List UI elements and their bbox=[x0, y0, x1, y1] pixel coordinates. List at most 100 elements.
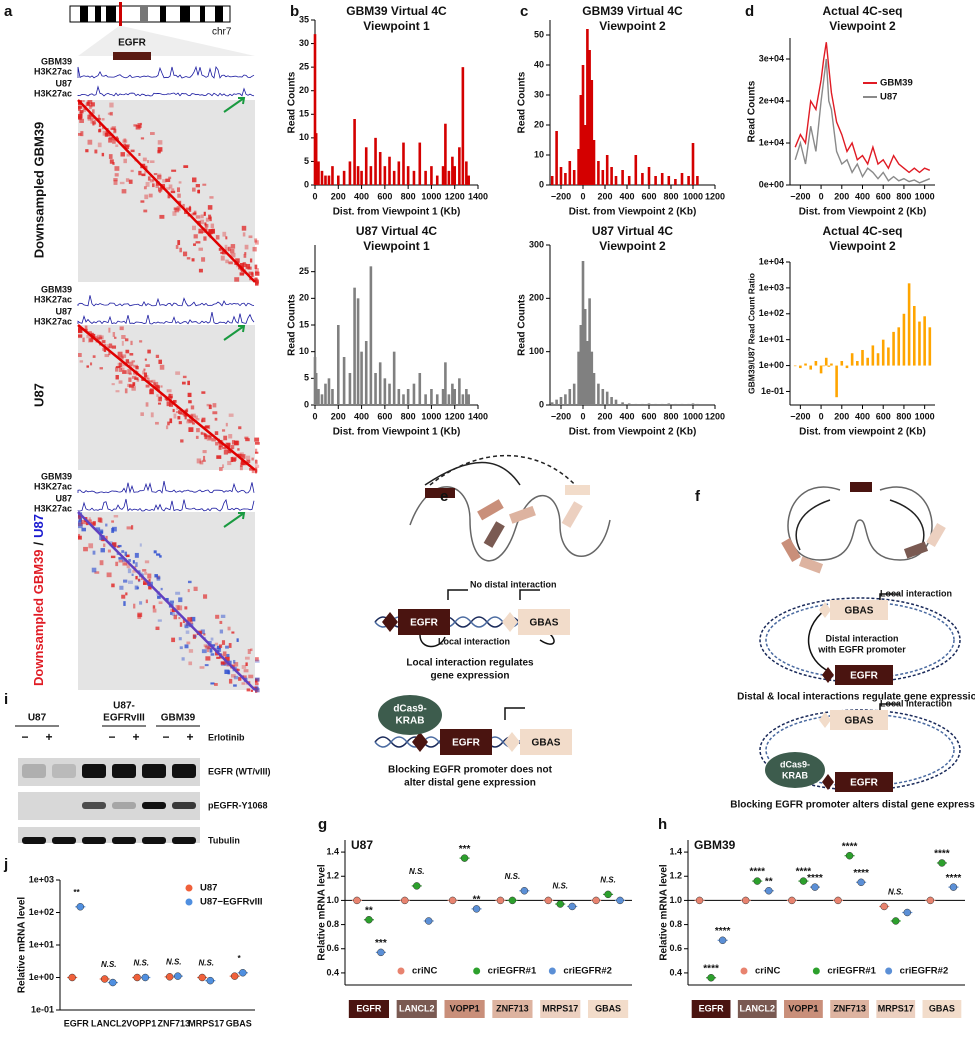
heatmap-pixel bbox=[145, 181, 150, 187]
heatmap-pixel bbox=[94, 119, 97, 125]
y-axis-label: Read Counts bbox=[747, 80, 758, 142]
bar bbox=[342, 170, 346, 185]
heatmap-pixel bbox=[218, 445, 222, 450]
heatmap-pixel bbox=[120, 152, 125, 157]
heatmap-pixel bbox=[201, 649, 207, 654]
bar bbox=[923, 316, 926, 366]
heatmap-pixel bbox=[192, 634, 196, 639]
bar bbox=[568, 161, 572, 185]
heatmap-pixel bbox=[198, 268, 203, 273]
heatmap-pixel bbox=[169, 418, 173, 424]
heatmap-pixel bbox=[108, 136, 114, 140]
heatmap-pixel bbox=[103, 543, 106, 548]
diagonal bbox=[77, 511, 256, 691]
significance: **** bbox=[853, 868, 869, 879]
band bbox=[172, 764, 196, 778]
annotation: No distal interaction bbox=[470, 579, 557, 589]
heatmap-pixel bbox=[124, 338, 129, 342]
x-tick-label: ZNF713 bbox=[157, 1018, 190, 1028]
point bbox=[460, 854, 469, 862]
band bbox=[52, 764, 76, 778]
bar bbox=[804, 363, 807, 366]
x-tick-label: 400 bbox=[619, 411, 634, 421]
heatmap-pixel bbox=[156, 576, 161, 581]
bar bbox=[621, 402, 624, 405]
x-axis-label: Dist. from viewpoint 2 (Kb) bbox=[799, 427, 926, 438]
heatmap-pixel bbox=[152, 183, 155, 188]
point bbox=[903, 908, 912, 917]
heatmap-pixel bbox=[130, 525, 134, 530]
heatmap-pixel bbox=[190, 616, 196, 622]
heatmap-pixel bbox=[97, 517, 102, 523]
heatmap-pixel bbox=[210, 637, 214, 641]
heatmap-pixel bbox=[78, 516, 82, 519]
heatmap-pixel bbox=[78, 520, 83, 524]
chart-subtitle: Viewpoint 2 bbox=[829, 19, 896, 33]
x-tick-label: 400 bbox=[855, 411, 870, 421]
heatmap-pixel bbox=[255, 451, 259, 454]
heatmap-pixel bbox=[219, 443, 224, 448]
bar bbox=[866, 357, 869, 366]
heatmap-pixel bbox=[187, 380, 190, 386]
heatmap-pixel bbox=[214, 642, 219, 646]
heatmap-pixel bbox=[179, 247, 182, 253]
bar bbox=[348, 161, 352, 185]
heatmap-pixel bbox=[143, 582, 146, 585]
heatmap-pixel bbox=[148, 578, 151, 582]
bar bbox=[588, 50, 591, 185]
point bbox=[765, 887, 773, 895]
heatmap-pixel bbox=[186, 420, 189, 424]
heatmap-pixel bbox=[203, 644, 208, 647]
heatmap-pixel bbox=[205, 425, 211, 430]
heatmap-pixel bbox=[209, 196, 214, 199]
heatmap-pixel bbox=[191, 258, 195, 262]
heatmap-pixel bbox=[242, 232, 246, 237]
point bbox=[377, 948, 385, 957]
heatmap-pixel bbox=[222, 464, 225, 469]
heatmaps bbox=[77, 65, 260, 693]
chart-label: U87 bbox=[351, 838, 373, 852]
significance: N.S. bbox=[552, 882, 568, 891]
significance: N.S. bbox=[888, 888, 904, 897]
bar bbox=[601, 389, 605, 405]
x-tick-label: 1000 bbox=[421, 191, 441, 201]
heatmap-pixel bbox=[106, 344, 109, 349]
heatmap-pixel bbox=[125, 349, 130, 354]
heatmap-pixel bbox=[188, 649, 194, 653]
heatmap-pixel bbox=[101, 152, 105, 157]
point bbox=[857, 878, 865, 887]
bar bbox=[348, 373, 352, 405]
heatmap-pixel bbox=[113, 129, 117, 134]
x-tick-label: 1400 bbox=[468, 411, 488, 421]
y-tick-label: 40 bbox=[534, 59, 544, 69]
heatmap-pixel bbox=[244, 656, 250, 660]
heatmap-pixel bbox=[192, 422, 195, 425]
y-tick-label: 0 bbox=[539, 179, 544, 189]
heatmap-pixel bbox=[108, 154, 113, 159]
y-axis-label: GBM39/U87 Read Count Ratio bbox=[746, 273, 756, 394]
heatmap-pixel bbox=[89, 362, 93, 366]
bar bbox=[674, 179, 677, 185]
bar bbox=[324, 383, 327, 405]
bar bbox=[660, 173, 664, 185]
category-box bbox=[922, 1000, 962, 1018]
bar bbox=[435, 175, 439, 185]
band bbox=[52, 837, 76, 844]
heatmap-pixel bbox=[105, 129, 109, 135]
chart-subtitle: Viewpoint 2 bbox=[829, 239, 896, 253]
heatmap-pixel bbox=[105, 523, 108, 527]
y-tick-label: 1e+04 bbox=[759, 256, 784, 266]
heatmap-pixel bbox=[207, 205, 213, 210]
x-tick-label: 1000 bbox=[421, 411, 441, 421]
heatmap-pixel bbox=[115, 136, 119, 139]
group-label: U87- bbox=[113, 701, 135, 712]
heatmap-pixel bbox=[127, 568, 132, 574]
point bbox=[707, 974, 715, 982]
heatmap-pixel bbox=[235, 258, 240, 263]
heatmap-pixel bbox=[134, 552, 139, 558]
bar bbox=[614, 399, 618, 405]
group-label: U87 bbox=[28, 713, 47, 724]
point bbox=[938, 859, 946, 867]
heatmap-pixel bbox=[110, 127, 116, 131]
y-tick-label: 50 bbox=[534, 29, 544, 39]
